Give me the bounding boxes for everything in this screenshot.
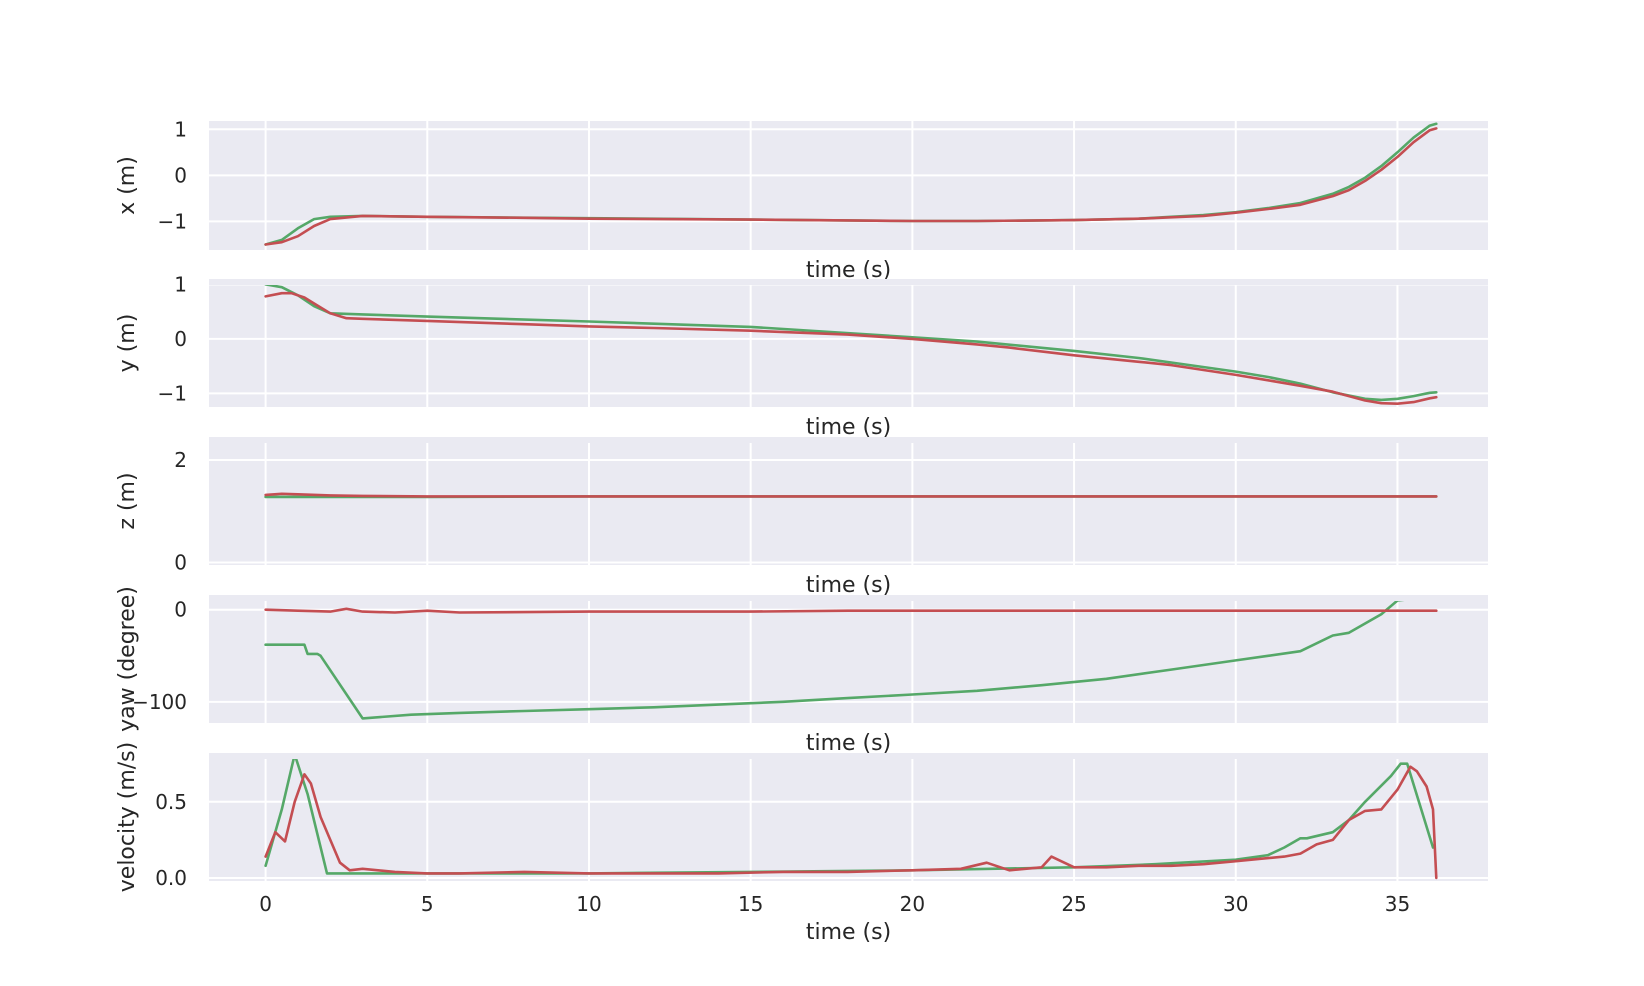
- y-axis-label: z (m): [115, 472, 140, 529]
- x-tick-label: 35: [1385, 892, 1410, 916]
- x-tick-label: 20: [900, 892, 925, 916]
- plot-background: [209, 437, 1488, 565]
- y-tick-label: 0.0: [155, 866, 187, 890]
- x-axis-label: time (s): [806, 258, 891, 283]
- y-tick-label: 0: [174, 327, 187, 351]
- x-axis-label: time (s): [806, 415, 891, 440]
- series-line-1: [264, 753, 1435, 875]
- series-line-1: [264, 597, 1438, 720]
- series-line-2: [264, 492, 1438, 498]
- chart-panel-2: −1 0 1 y (m) time (s): [115, 272, 1488, 440]
- y-tick-label: 1: [174, 117, 187, 141]
- y-tick-label: 0: [174, 598, 187, 622]
- series-line-2: [264, 127, 1438, 246]
- y-tick-label: −1: [158, 209, 187, 233]
- chart-panel-1: −1 0 1 x (m) time (s): [115, 117, 1488, 283]
- chart-panel-5: 0.0 0.5 velocity (m/s) time (s) 0 5 10 15 20 25 30…: [115, 742, 1488, 945]
- y-axis-label: y (m): [115, 314, 140, 373]
- y-tick-label: −1: [158, 381, 187, 405]
- x-tick-label: 10: [576, 892, 601, 916]
- y-tick-label: 2: [174, 448, 187, 472]
- plot-background: [209, 753, 1488, 881]
- x-axis-label: time (s): [806, 731, 891, 756]
- chart-panel-3: 0 2 z (m) time (s): [115, 437, 1488, 598]
- series-line-2: [264, 291, 1438, 405]
- y-axis-label: velocity (m/s): [115, 742, 140, 892]
- x-axis-label: time (s): [806, 920, 891, 945]
- x-tick-label: 25: [1061, 892, 1086, 916]
- panel-overlap-strip: [209, 437, 1488, 443]
- y-tick-label: −100: [132, 690, 187, 714]
- plot-background: [209, 595, 1488, 723]
- x-tick-label: 5: [421, 892, 434, 916]
- y-axis-label: yaw (degree): [115, 586, 140, 732]
- x-tick-label: 15: [738, 892, 763, 916]
- plot-background: [209, 279, 1488, 407]
- y-tick-label: 0.5: [155, 790, 187, 814]
- plot-background: [209, 121, 1488, 250]
- panel-overlap-strip: [209, 279, 1488, 285]
- y-tick-label: 0: [174, 550, 187, 574]
- chart-panel-4: −100 0 yaw (degree) time (s): [115, 586, 1488, 756]
- x-axis-label: time (s): [806, 573, 891, 598]
- y-tick-label: 1: [174, 272, 187, 296]
- x-tick-label: 30: [1223, 892, 1248, 916]
- series-line-2: [264, 607, 1438, 614]
- y-axis-label: x (m): [115, 156, 140, 215]
- panel-overlap-strip: [209, 595, 1488, 601]
- series-line-2: [264, 765, 1438, 880]
- panel-overlap-strip: [209, 753, 1488, 759]
- x-tick-label: 0: [259, 892, 272, 916]
- y-tick-label: 0: [174, 163, 187, 187]
